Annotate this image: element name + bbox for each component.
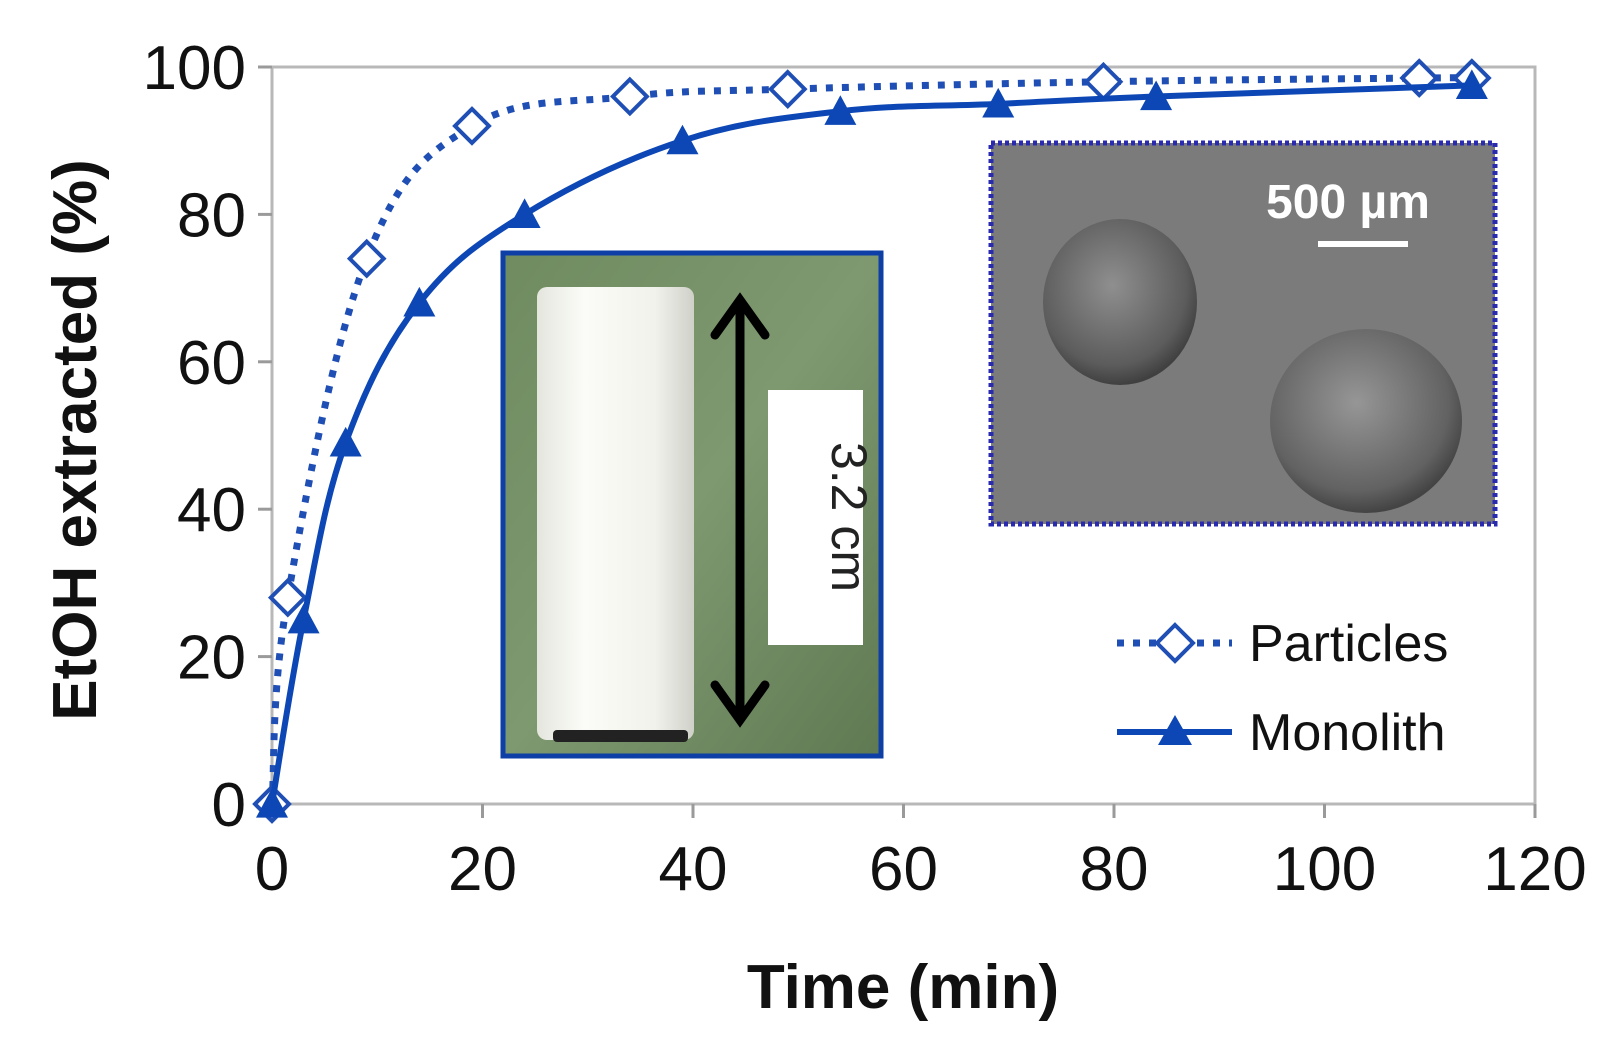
x-tick-label: 80 xyxy=(1080,835,1149,904)
data-point-particles xyxy=(267,577,308,618)
series-line-monolith xyxy=(269,82,1472,805)
monolith-photo-inset: 3.2 cm xyxy=(500,250,884,759)
y-tick-label: 100 xyxy=(143,34,246,103)
x-tick-label: 60 xyxy=(869,835,938,904)
x-tick-labels: 0 20 40 60 80 100 120 xyxy=(255,835,1587,904)
x-tick-label: 20 xyxy=(448,835,517,904)
data-point-monolith xyxy=(403,286,436,317)
particle-2 xyxy=(1270,329,1462,513)
y-tick-label: 80 xyxy=(177,181,246,250)
y-tick-label: 40 xyxy=(177,476,246,545)
legend-swatch-particles-marker xyxy=(1154,622,1196,664)
sem-image-inset: 500 µm xyxy=(988,140,1498,527)
legend: Particles Monolith xyxy=(1117,615,1448,762)
x-tick-label: 0 xyxy=(255,835,289,904)
series-line-particles xyxy=(268,74,1472,805)
length-arrow-head-bottom xyxy=(710,680,770,728)
data-point-monolith xyxy=(824,95,857,125)
monolith-cylinder-base xyxy=(553,730,688,742)
scale-label-box xyxy=(768,390,863,645)
data-point-monolith xyxy=(1455,69,1488,100)
y-axis-title: EtOH extracted (%) xyxy=(41,159,110,721)
x-axis-title: Time (min) xyxy=(747,953,1059,1022)
data-point-monolith xyxy=(1140,80,1173,111)
scale-bar-label: 500 µm xyxy=(1266,176,1430,229)
y-tick-label: 60 xyxy=(177,329,246,398)
data-point-monolith xyxy=(287,603,320,634)
length-arrow-head-top xyxy=(710,292,770,340)
x-tick-label: 120 xyxy=(1483,835,1586,904)
series-layer xyxy=(252,58,1492,824)
y-tick-labels: 0 20 40 60 80 100 xyxy=(143,34,246,840)
x-tick-label: 100 xyxy=(1273,835,1376,904)
data-point-monolith xyxy=(329,426,362,457)
legend-label-particles: Particles xyxy=(1249,615,1448,673)
y-tick-label: 20 xyxy=(177,624,246,693)
data-point-particles xyxy=(346,238,387,279)
particle-1 xyxy=(1043,219,1197,385)
monolith-cylinder xyxy=(537,287,694,740)
data-point-monolith xyxy=(982,87,1015,118)
data-point-monolith xyxy=(666,124,699,155)
data-point-monolith xyxy=(256,788,288,818)
x-tick-label: 40 xyxy=(659,835,728,904)
legend-label-monolith: Monolith xyxy=(1249,704,1446,762)
y-tick-label: 0 xyxy=(212,771,246,840)
legend-swatch-monolith-marker xyxy=(1158,715,1192,745)
data-point-particles xyxy=(452,106,492,146)
data-point-particles xyxy=(767,69,808,109)
data-point-monolith xyxy=(508,198,541,228)
data-point-particles xyxy=(610,76,650,117)
length-label: 3.2 cm xyxy=(821,442,877,592)
